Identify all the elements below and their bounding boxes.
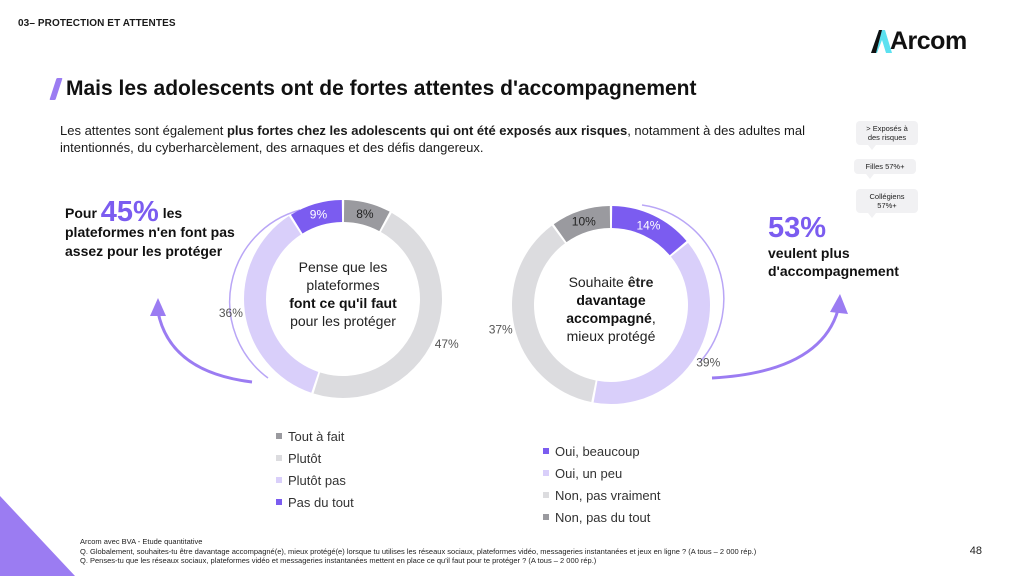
legend-label: Oui, un peu [555,466,623,481]
intro-bold: plus fortes chez les adolescents qui ont… [226,123,628,138]
bubble-college: Collégiens 57%+ [856,189,918,218]
legend-label: Non, pas vraiment [555,488,661,503]
legend-label: Oui, beaucoup [555,444,640,459]
right-slice-label-2: 39% [696,356,720,370]
bubble-exposed-line2: des risques [867,133,907,142]
left-arrow-arc [156,311,253,384]
intro-part-2: , notamment à des adultes mal intentionn… [60,123,805,155]
legend-swatch [543,448,549,454]
donut-protection: 8% 47% 36% 9% [219,200,459,398]
left-slice-label-4: 9% [310,207,328,221]
left-arrow-head-icon [150,298,166,316]
page-title: Mais les adolescents ont de fortes atten… [66,77,697,100]
donut-accompaniment: 14% 39% 37% 10% [489,206,721,404]
bubble-college-line2: 57%+ [877,201,897,210]
arcom-logo-icon [871,30,892,53]
right-outer-arc [641,204,725,363]
right-legend-item-1: Oui, beaucoup [543,444,640,459]
left-center-line2: plateformes [306,277,379,293]
legend-swatch [276,433,282,439]
intro-text: Les attentes sont également plus fortes … [60,122,850,156]
right-center-line3-bold: accompagné [566,310,652,326]
page-number: 48 [969,545,982,557]
legend-label: Plutôt [288,451,322,466]
legend-swatch [543,470,549,476]
left-callout: Pour 45% les plateformes n'en font pas a… [65,198,235,261]
left-callout-prefix: Pour [65,205,101,221]
intro-part-1: Les attentes sont également [60,123,227,138]
right-callout-percent: 53% [768,212,827,244]
right-center-line3: accompagné, [566,310,655,326]
source-line-1: Arcom avec BVA - Etude quantitative [80,537,203,546]
left-callout-suffix: les plateformes n'en font pas assez pour… [65,205,235,259]
right-legend-item-4: Non, pas du tout [543,510,650,525]
legend-label: Pas du tout [288,495,354,510]
legend-label: Plutôt pas [288,473,346,488]
right-legend-item-2: Oui, un peu [543,466,622,481]
right-center-line4: mieux protégé [567,328,656,344]
left-legend-item-3: Plutôt pas [276,473,346,488]
right-center-line1-normal: Souhaite [569,274,628,290]
left-center-line4: pour les protéger [290,313,396,329]
left-legend-item-2: Plutôt [276,451,321,466]
bubble-college-line1: Collégiens [869,192,905,201]
right-slice-1 [611,206,687,256]
source-notes: Arcom avec BVA - Etude quantitative Q. G… [80,537,756,566]
source-line-2: Q. Globalement, souhaites-tu être davant… [80,546,757,556]
bubble-girls: Filles 57%+ [854,159,916,179]
right-slice-4 [553,206,611,243]
right-center-line3-comma: , [652,310,656,326]
right-slice-label-4: 10% [572,214,596,228]
left-legend-item-1: Tout à fait [276,429,344,444]
source-line-3: Q. Penses-tu que les réseaux sociaux, pl… [80,556,597,566]
left-legend-item-4: Pas du tout [276,495,354,510]
legend-swatch [543,514,549,520]
arcom-logo: Arcom [868,26,978,56]
arcom-logo-text: Arcom [890,27,967,55]
right-callout-text: veulent plus d'accompagnement [768,245,899,279]
legend-swatch [276,455,282,461]
left-slice-label-1: 8% [356,207,374,221]
legend-swatch [276,477,282,483]
bubble-girls-line1: Filles 57%+ [865,162,905,171]
left-slice-1 [343,200,390,232]
legend-swatch [543,492,549,498]
right-center-line1-bold: être [628,274,654,290]
left-callout-percent: 45% [100,196,159,228]
right-legend-item-3: Non, pas vraiment [543,488,661,503]
right-arrow-head-icon [830,294,848,314]
left-slice-2 [313,212,442,398]
right-slice-label-1: 14% [636,218,660,232]
right-center-line1: Souhaite être [569,274,654,290]
section-label: 03– PROTECTION ET ATTENTES [18,18,176,29]
bubble-exposed: > Exposés à des risques [856,121,918,150]
legend-label: Tout à fait [288,429,345,444]
legend-label: Non, pas du tout [555,510,651,525]
right-slice-2 [593,242,710,404]
right-arrow-arc [711,309,840,380]
legend-swatch [276,499,282,505]
left-slice-label-3: 36% [219,306,243,320]
left-center-bold: font ce qu'il faut [289,295,397,311]
right-callout: 53% veulent plus d'accompagnement [768,212,958,280]
bubble-exposed-line1: > Exposés à [866,124,908,133]
left-slice-label-2: 47% [435,337,459,351]
left-center-line1: Pense que les [299,259,388,275]
left-slice-3 [244,216,319,393]
right-center-line2: davantage [576,292,645,308]
left-slice-4 [290,200,343,234]
corner-decoration [0,496,75,576]
left-outer-arc [228,209,301,379]
right-slice-3 [511,225,596,403]
right-slice-label-3: 37% [489,323,513,337]
